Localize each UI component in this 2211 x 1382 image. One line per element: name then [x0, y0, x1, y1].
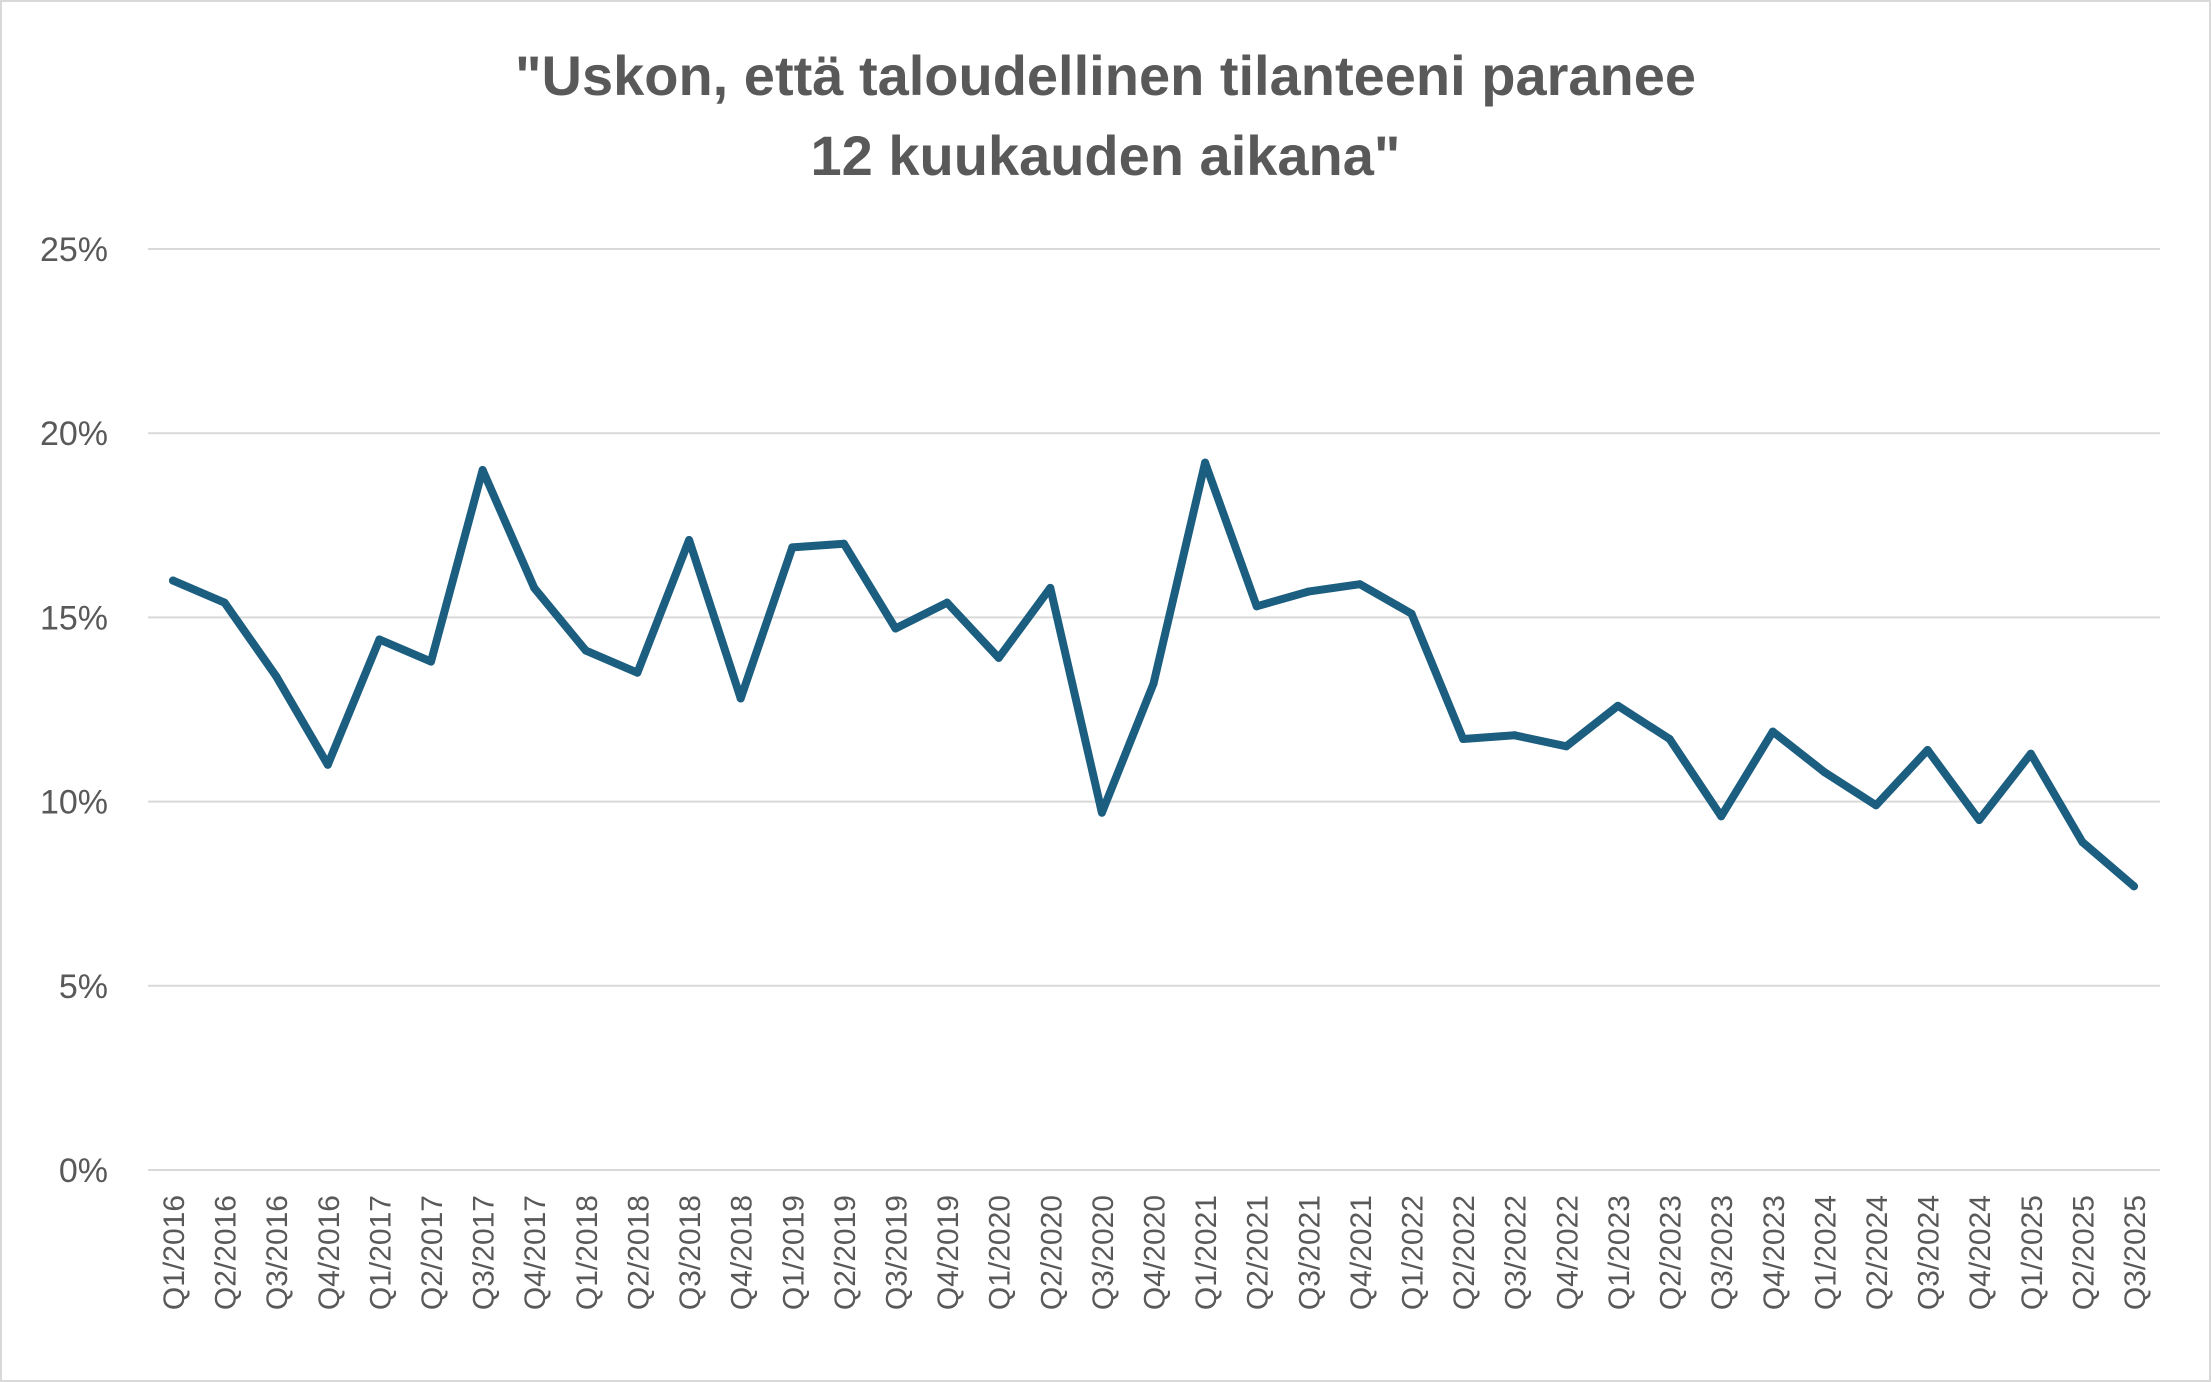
data-point [1149, 679, 1158, 688]
x-tick-label: Q1/2023 [1603, 1195, 1636, 1310]
x-tick-label: Q3/2017 [468, 1195, 501, 1310]
data-point [839, 539, 848, 548]
data-point [2078, 838, 2087, 847]
y-tick-label: 20% [40, 415, 108, 453]
data-point [1975, 816, 1984, 825]
data-point [685, 536, 694, 545]
x-tick-label: Q3/2021 [1293, 1195, 1326, 1310]
x-tick-label: Q2/2016 [210, 1195, 243, 1310]
y-tick-label: 25% [40, 231, 108, 269]
gridlines [148, 248, 2160, 1171]
x-tick-label: Q3/2025 [2119, 1195, 2152, 1310]
x-tick-label: Q4/2021 [1345, 1195, 1378, 1310]
x-tick-label: Q1/2025 [2016, 1195, 2049, 1310]
x-tick-label: Q1/2024 [1809, 1195, 1842, 1310]
data-point [1562, 742, 1571, 751]
x-tick-label: Q2/2023 [1655, 1195, 1688, 1310]
series-group [169, 458, 2138, 891]
data-point [1097, 808, 1106, 817]
data-point [1820, 768, 1829, 777]
data-point [736, 694, 745, 703]
chart-title-line-2: 12 kuukauden aikana" [810, 124, 1401, 187]
x-tick-label: Q4/2019 [932, 1195, 965, 1310]
y-tick-label: 10% [40, 784, 108, 822]
data-point [943, 598, 952, 607]
x-tick-label: Q4/2020 [1139, 1195, 1172, 1310]
x-tick-label: Q1/2022 [1397, 1195, 1430, 1310]
x-tick-label: Q1/2020 [984, 1195, 1017, 1310]
chart-title-line-1: "Uskon, että taloudellinen tilanteeni pa… [514, 44, 1697, 107]
data-point [323, 760, 332, 769]
data-point [581, 646, 590, 655]
x-tick-label: Q4/2024 [1964, 1195, 1997, 1310]
data-point [478, 466, 487, 475]
x-tick-label: Q2/2025 [2067, 1195, 2100, 1310]
x-tick-label: Q3/2018 [674, 1195, 707, 1310]
x-tick-label: Q2/2020 [1035, 1195, 1068, 1310]
data-point [1046, 583, 1055, 592]
y-tick-label: 5% [59, 968, 108, 1006]
data-point [891, 624, 900, 633]
data-point [1252, 602, 1261, 611]
data-point [1407, 609, 1416, 618]
data-point [427, 657, 436, 666]
x-tick-label: Q3/2023 [1706, 1195, 1739, 1310]
x-tick-label: Q2/2024 [1861, 1195, 1894, 1310]
x-tick-label: Q1/2021 [1190, 1195, 1223, 1310]
data-point [1459, 734, 1468, 743]
x-tick-label: Q1/2017 [364, 1195, 397, 1310]
data-point [375, 635, 384, 644]
data-point [220, 598, 229, 607]
data-point [272, 672, 281, 681]
x-tick-label: Q3/2024 [1913, 1195, 1946, 1310]
y-tick-label: 0% [59, 1152, 108, 1190]
x-tick-label: Q2/2021 [1242, 1195, 1275, 1310]
y-tick-label: 15% [40, 599, 108, 637]
x-tick-label: Q3/2020 [1087, 1195, 1120, 1310]
chart-title: "Uskon, että taloudellinen tilanteeni pa… [0, 36, 2211, 196]
data-point [1665, 734, 1674, 743]
data-point [1923, 746, 1932, 755]
x-tick-label: Q1/2019 [777, 1195, 810, 1310]
x-tick-label: Q3/2022 [1500, 1195, 1533, 1310]
x-axis-tick-labels: Q1/2016 Q2/2016 Q3/2016 Q4/2016 Q1/2017 Q2/20… [158, 1195, 2152, 1310]
x-tick-label: Q1/2018 [571, 1195, 604, 1310]
x-tick-label: Q4/2017 [519, 1195, 552, 1310]
x-tick-label: Q4/2023 [1758, 1195, 1791, 1310]
data-point [1717, 812, 1726, 821]
y-axis-tick-labels: 0% 5% 10% 15% 20% 25% [40, 231, 108, 1190]
data-point [2130, 882, 2138, 891]
x-tick-label: Q4/2016 [313, 1195, 346, 1310]
data-point [1201, 458, 1210, 467]
x-tick-label: Q2/2018 [622, 1195, 655, 1310]
x-tick-label: Q4/2018 [726, 1195, 759, 1310]
series-line [169, 458, 2138, 891]
x-tick-label: Q3/2019 [880, 1195, 913, 1310]
x-tick-label: Q1/2016 [158, 1195, 191, 1310]
x-tick-label: Q2/2019 [829, 1195, 862, 1310]
data-point [633, 668, 642, 677]
x-tick-label: Q3/2016 [261, 1195, 294, 1310]
data-point [1768, 727, 1777, 736]
data-point [169, 576, 177, 585]
data-point [1304, 587, 1313, 596]
x-tick-label: Q4/2022 [1551, 1195, 1584, 1310]
data-point [2026, 749, 2035, 758]
data-point [788, 543, 797, 552]
x-tick-label: Q2/2017 [416, 1195, 449, 1310]
data-point [1613, 701, 1622, 710]
data-point [1871, 801, 1880, 810]
data-point [1510, 731, 1519, 740]
data-point [994, 653, 1003, 662]
data-point [1355, 580, 1364, 589]
x-tick-label: Q2/2022 [1448, 1195, 1481, 1310]
data-point [530, 583, 539, 592]
